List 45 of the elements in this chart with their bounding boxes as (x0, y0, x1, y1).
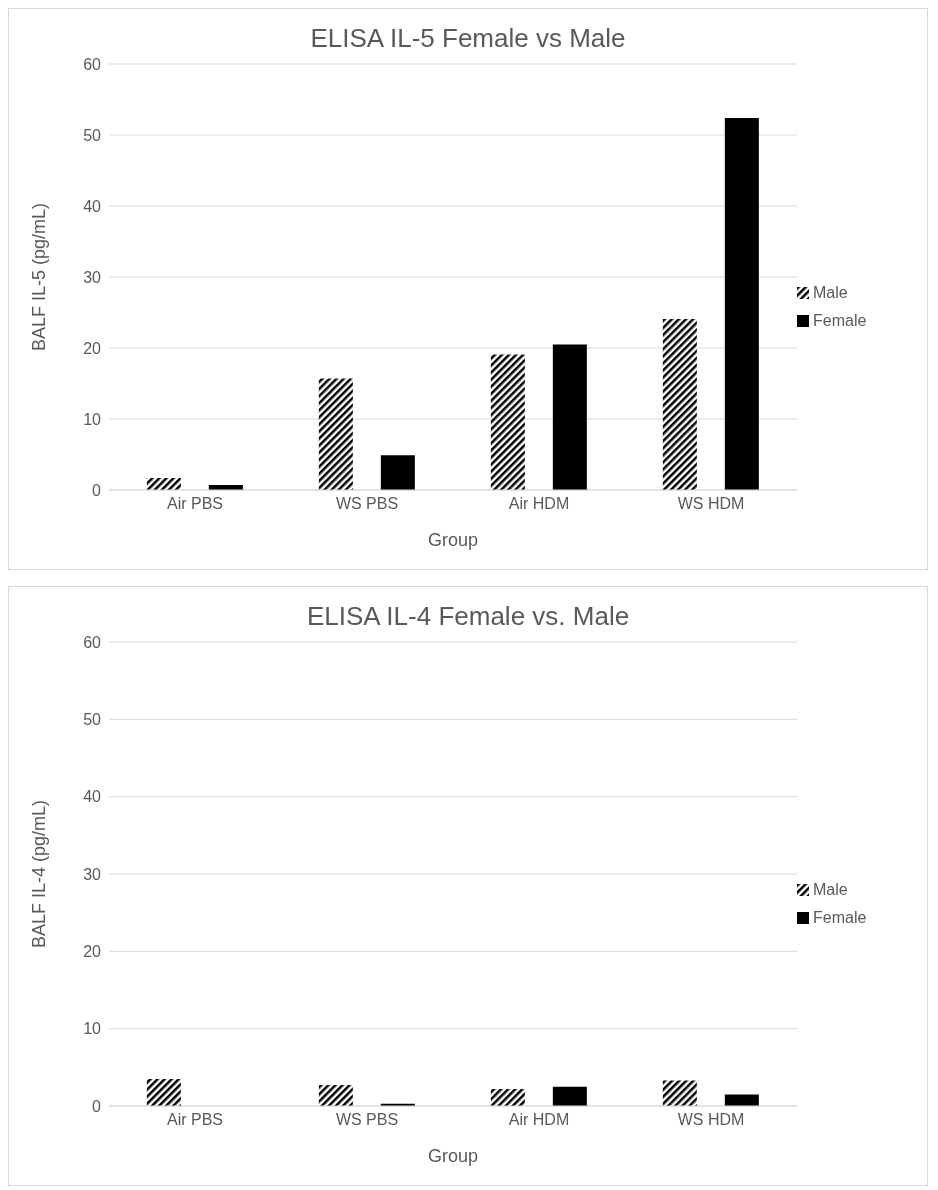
y-axis-title: BALF IL-5 (pg/mL) (29, 202, 50, 352)
bar (490, 354, 525, 490)
x-tick-label: Air PBS (166, 495, 224, 513)
y-tick-label: 50 (83, 711, 102, 729)
bar (146, 477, 181, 490)
bar (662, 318, 697, 490)
bar (318, 1085, 353, 1106)
legend-label: Female (813, 909, 867, 927)
x-tick-label: WS HDM (677, 495, 745, 513)
x-tick-label: Air PBS (166, 1111, 224, 1129)
x-tick-label: Air HDM (508, 495, 570, 513)
x-tick-label: WS PBS (335, 495, 399, 513)
y-tick-label: 20 (83, 943, 102, 961)
y-tick-label: 40 (83, 197, 102, 215)
y-tick-label: 30 (83, 268, 102, 286)
legend-label: Male (813, 284, 848, 302)
x-tick-label: WS PBS (335, 1111, 399, 1129)
y-tick-label: 10 (83, 410, 102, 428)
y-tick-label: 20 (83, 339, 102, 357)
x-tick-label: Air HDM (508, 1111, 570, 1129)
x-axis-title: Group (427, 1146, 479, 1166)
y-tick-label: 10 (83, 1020, 102, 1038)
x-axis-title: Group (427, 530, 479, 550)
legend-label: Male (813, 881, 848, 899)
bar (724, 117, 759, 490)
bar (724, 1094, 759, 1106)
y-tick-label: 40 (83, 788, 102, 806)
bar (490, 1088, 525, 1106)
chart-title: ELISA IL-5 Female vs Male (309, 22, 627, 54)
y-tick-label: 60 (83, 55, 102, 73)
bar (552, 1086, 587, 1106)
x-tick-label: WS HDM (677, 1111, 745, 1129)
bar (318, 378, 353, 490)
y-tick-label: 50 (83, 126, 102, 144)
bar (662, 1080, 697, 1106)
legend-label: Female (813, 312, 867, 330)
y-tick-label: 0 (92, 1097, 102, 1115)
bar (146, 1078, 181, 1106)
bar (380, 455, 415, 490)
y-tick-label: 60 (83, 633, 102, 651)
y-tick-label: 0 (92, 481, 102, 499)
y-tick-label: 30 (83, 865, 102, 883)
y-axis-title: BALF IL-4 (pg/mL) (29, 799, 50, 949)
chart-title: ELISA IL-4 Female vs. Male (305, 600, 631, 632)
bar (552, 344, 587, 490)
